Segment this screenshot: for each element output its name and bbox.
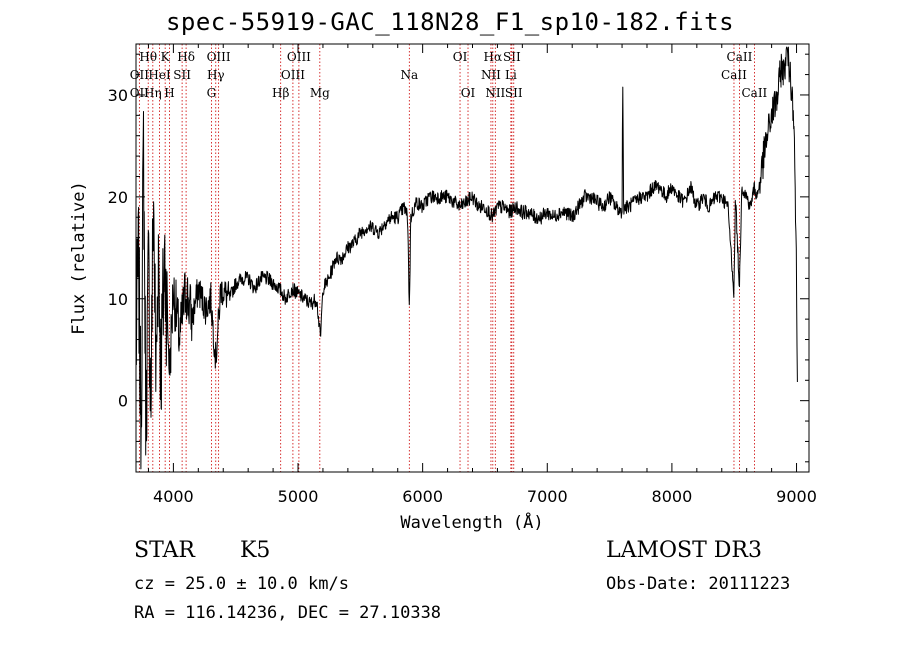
line-label: CaII	[721, 68, 747, 82]
line-label: SII	[173, 68, 191, 82]
line-label: Hγ	[207, 68, 225, 82]
line-label: SII	[503, 50, 521, 64]
line-label: SII	[505, 86, 523, 100]
x-tick-label: 4000	[153, 487, 194, 506]
line-label: OIII	[287, 50, 311, 64]
axis-labels: 4000 5000 6000 7000 8000 9000 0 10 20 30	[108, 86, 817, 506]
plot-frame	[135, 43, 810, 473]
line-label: Hβ	[272, 86, 289, 100]
y-tick-label: 10	[108, 290, 128, 309]
object-class: STAR	[134, 538, 195, 563]
line-label: Hα	[484, 50, 503, 64]
line-label: NII	[485, 86, 505, 100]
line-label: Hθ	[139, 50, 157, 64]
line-label: H	[164, 86, 174, 100]
line-label: OIII	[207, 50, 231, 64]
line-label: OI	[453, 50, 468, 64]
line-label: NII	[481, 68, 501, 82]
ra-dec: RA = 116.14236, DEC = 27.10338	[134, 603, 442, 623]
x-axis-label: Wavelength (Å)	[400, 511, 543, 533]
x-tick-label: 5000	[278, 487, 319, 506]
line-label: OIII	[281, 68, 305, 82]
redshift-cz: cz = 25.0 ± 10.0 km/s	[134, 574, 349, 594]
x-tick-label: 7000	[527, 487, 568, 506]
obs-date: Obs-Date: 20111223	[606, 574, 791, 594]
y-tick-label: 20	[108, 188, 128, 207]
line-label: K	[161, 50, 171, 64]
line-label: Na	[400, 68, 418, 82]
survey-name: LAMOST DR3	[606, 538, 762, 563]
y-axis-label: Flux (relative)	[69, 181, 89, 335]
line-label: CaII	[727, 50, 753, 64]
line-label: HeI	[148, 68, 171, 82]
x-tick-label: 8000	[652, 487, 693, 506]
y-tick-label: 30	[108, 86, 128, 105]
line-label: CaII	[741, 86, 767, 100]
x-tick-label: 9000	[776, 487, 817, 506]
line-label: OII	[130, 86, 150, 100]
axis-ticks	[136, 44, 809, 472]
chart-title: spec-55919-GAC_118N28_F1_sp10-182.fits	[165, 8, 735, 36]
line-label: Mg	[310, 86, 330, 100]
x-tick-label: 6000	[402, 487, 443, 506]
object-subclass: K5	[240, 538, 271, 563]
line-label: OI	[461, 86, 476, 100]
line-label: Li	[505, 68, 517, 82]
y-tick-label: 0	[118, 392, 128, 411]
line-label: Hδ	[177, 50, 195, 64]
line-label: G	[207, 86, 217, 100]
line-label: Hη	[144, 86, 162, 100]
spectrum-line	[135, 46, 798, 470]
